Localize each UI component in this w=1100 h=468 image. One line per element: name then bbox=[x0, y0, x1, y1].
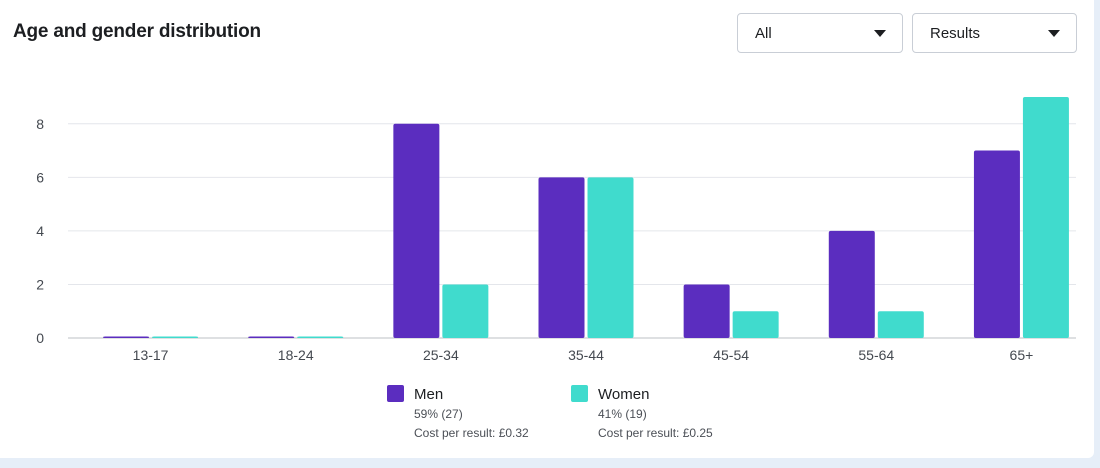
audience-filter-dropdown[interactable]: All bbox=[737, 13, 903, 53]
bar-men-65+[interactable] bbox=[973, 150, 1020, 338]
x-tick-label: 55-64 bbox=[858, 347, 894, 363]
legend-swatch-men bbox=[387, 385, 404, 402]
y-axis-ticks: 0 2 4 6 8 bbox=[36, 116, 44, 346]
legend-swatch-women bbox=[571, 385, 588, 402]
bar-women-45-54[interactable] bbox=[732, 311, 779, 338]
y-tick-label: 8 bbox=[36, 116, 44, 132]
caret-down-icon bbox=[874, 29, 886, 37]
x-tick-label: 45-54 bbox=[713, 347, 749, 363]
bar-men-45-54[interactable] bbox=[683, 284, 730, 338]
bar-women-65+[interactable] bbox=[1022, 97, 1069, 338]
x-tick-label: 25-34 bbox=[423, 347, 459, 363]
y-tick-label: 4 bbox=[36, 223, 44, 239]
legend-cost-men: Cost per result: £0.32 bbox=[414, 426, 529, 440]
bar-men-18-24[interactable] bbox=[248, 336, 295, 339]
bar-women-18-24[interactable] bbox=[297, 336, 344, 339]
x-tick-label: 13-17 bbox=[133, 347, 169, 363]
bar-men-25-34[interactable] bbox=[393, 123, 440, 339]
chart-card: Age and gender distribution All Results … bbox=[0, 0, 1094, 458]
metric-filter-dropdown[interactable]: Results bbox=[912, 13, 1077, 53]
bar-men-35-44[interactable] bbox=[538, 177, 585, 338]
y-tick-label: 0 bbox=[36, 330, 44, 346]
caret-down-icon bbox=[1048, 29, 1060, 37]
bar-men-13-17[interactable] bbox=[103, 336, 150, 339]
legend-share-men: 59% (27) bbox=[414, 407, 463, 421]
bars bbox=[103, 97, 1069, 339]
page-title: Age and gender distribution bbox=[13, 21, 261, 42]
x-tick-label: 18-24 bbox=[278, 347, 314, 363]
bar-women-35-44[interactable] bbox=[587, 177, 634, 338]
y-tick-label: 6 bbox=[36, 169, 44, 185]
x-tick-label: 35-44 bbox=[568, 347, 604, 363]
legend-share-women: 41% (19) bbox=[598, 407, 647, 421]
bar-women-55-64[interactable] bbox=[877, 311, 924, 338]
audience-filter-value: All bbox=[755, 24, 772, 42]
y-tick-label: 2 bbox=[36, 276, 44, 292]
legend-label-men: Men bbox=[414, 386, 444, 403]
metric-filter-value: Results bbox=[930, 24, 981, 42]
x-tick-label: 65+ bbox=[1010, 347, 1034, 363]
x-axis-ticks: 13-17 18-24 25-34 35-44 45-54 55-64 65+ bbox=[133, 347, 1034, 363]
bar-men-55-64[interactable] bbox=[828, 230, 875, 338]
bar-women-13-17[interactable] bbox=[152, 336, 199, 339]
age-gender-bar-chart: 0 2 4 6 8 13-17 18-24 25-34 35-44 45-54 55-64 65+ bbox=[36, 97, 1076, 363]
legend-cost-women: Cost per result: £0.25 bbox=[598, 426, 713, 440]
bar-women-25-34[interactable] bbox=[442, 284, 489, 338]
legend-label-women: Women bbox=[598, 386, 650, 403]
